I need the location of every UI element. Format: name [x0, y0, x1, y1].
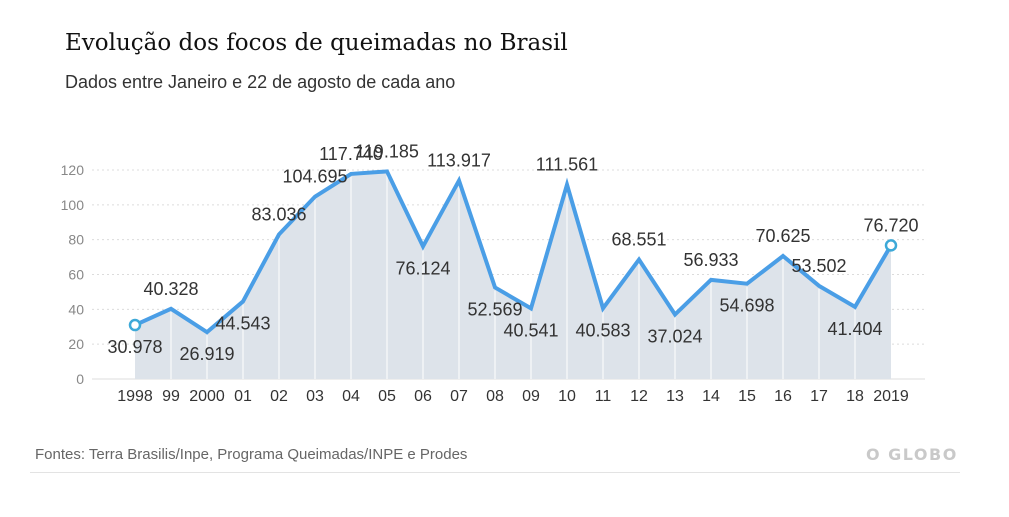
point-markers — [128, 239, 898, 332]
x-tick-label: 10 — [558, 388, 576, 405]
x-tick-label: 12 — [630, 388, 648, 405]
x-tick-label: 14 — [702, 388, 720, 405]
fires-line-chart: 0 20 40 60 80 100 120 1998 99 2000 01 02 03 04 05 06 07… — [61, 141, 925, 405]
y-tick-label: 20 — [68, 336, 84, 352]
x-tick-label: 03 — [306, 388, 324, 405]
x-tick-label: 16 — [774, 388, 792, 405]
line-layer — [133, 169, 893, 335]
footer-divider — [30, 472, 960, 473]
x-tick-label: 15 — [738, 388, 756, 405]
data-label: 76.124 — [395, 258, 450, 278]
data-label: 111.561 — [536, 155, 598, 175]
data-label: 54.698 — [719, 296, 774, 316]
data-label: 113.917 — [427, 151, 491, 171]
series-line — [133, 169, 893, 335]
x-tick-label: 2000 — [189, 388, 225, 405]
y-tick-label: 80 — [68, 232, 84, 248]
data-label: 53.502 — [791, 256, 846, 276]
data-label: 117.740 — [319, 144, 383, 164]
y-tick-label: 40 — [68, 301, 84, 317]
x-tick-label: 13 — [666, 388, 684, 405]
x-tick-label: 07 — [450, 388, 468, 405]
y-tick-label: 60 — [68, 267, 84, 283]
data-label: 56.933 — [683, 250, 738, 270]
data-label: 37.024 — [647, 327, 702, 347]
chart-title: Evolução dos focos de queimadas no Brasi… — [65, 30, 568, 56]
x-tick-label: 17 — [810, 388, 828, 405]
area-fill-layer — [135, 171, 891, 379]
source-note: Fontes: Terra Brasilis/Inpe, Programa Qu… — [35, 446, 468, 463]
x-tick-label: 08 — [486, 388, 504, 405]
data-label: 30.978 — [107, 337, 162, 357]
y-axis: 0 20 40 60 80 100 120 — [61, 162, 85, 387]
x-tick-label: 09 — [522, 388, 540, 405]
area-fill — [135, 171, 891, 379]
data-label: 44.543 — [215, 313, 270, 333]
data-label: 70.625 — [755, 226, 810, 246]
x-tick-label: 04 — [342, 388, 360, 405]
data-label: 83.036 — [251, 204, 306, 224]
data-label: 104.695 — [282, 167, 347, 187]
x-tick-label: 1998 — [117, 388, 153, 405]
data-label: 26.919 — [179, 344, 234, 364]
x-tick-label: 06 — [414, 388, 432, 405]
brand-logo: O GLOBO — [866, 445, 958, 464]
x-axis: 1998 99 2000 01 02 03 04 05 06 07 08 09 10 11 12 13 14 15… — [117, 388, 909, 405]
data-label: 52.569 — [467, 299, 522, 319]
x-tick-label: 01 — [234, 388, 252, 405]
data-label: 68.551 — [611, 230, 666, 250]
point-marker — [884, 239, 898, 252]
y-tick-label: 120 — [61, 162, 85, 178]
x-tick-label: 05 — [378, 388, 396, 405]
x-tick-label: 02 — [270, 388, 288, 405]
x-tick-label: 2019 — [873, 388, 909, 405]
data-label: 40.328 — [143, 279, 198, 299]
y-tick-label: 0 — [76, 371, 84, 387]
data-labels: 30.978 40.328 26.919 44.543 83.036 104.695 117… — [107, 141, 918, 364]
x-tick-label: 11 — [595, 388, 612, 405]
x-tick-label: 99 — [162, 388, 180, 405]
data-label: 119.185 — [355, 141, 419, 161]
y-tick-label: 100 — [61, 197, 85, 213]
data-label: 40.541 — [503, 320, 558, 340]
chart-subtitle: Dados entre Janeiro e 22 de agosto de ca… — [65, 72, 456, 92]
data-label: 40.583 — [575, 320, 630, 340]
data-label: 76.720 — [863, 215, 918, 235]
data-label: 41.404 — [827, 319, 882, 339]
x-tick-label: 18 — [846, 388, 864, 405]
point-marker — [128, 318, 142, 332]
